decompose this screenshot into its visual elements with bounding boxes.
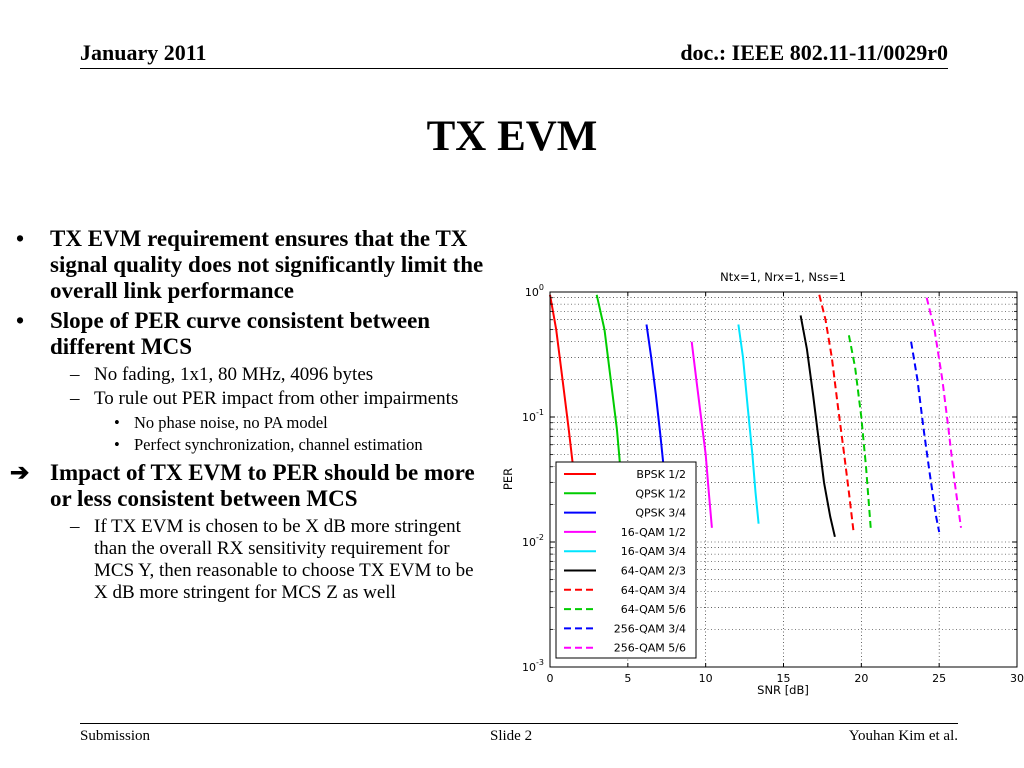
sub-bullet-conditions: – No fading, 1x1, 80 MHz, 4096 bytes — [8, 364, 490, 386]
x-tick-label: 20 — [854, 672, 868, 685]
x-tick-label: 5 — [624, 672, 631, 685]
right-arrow-icon: ➔ — [10, 460, 30, 485]
x-axis-label: SNR [dB] — [757, 683, 809, 697]
legend-label: QPSK 1/2 — [635, 487, 686, 500]
header-date: January 2011 — [80, 40, 207, 65]
legend-label: 16-QAM 3/4 — [621, 545, 686, 558]
sub-sub-bullet-perfect-sync: • Perfect synchronization, channel estim… — [8, 434, 490, 456]
series-line — [818, 294, 855, 533]
sub-sub-bullet-text: Perfect synchronization, channel estimat… — [134, 435, 423, 454]
sub-bullet-rule-out: – To rule out PER impact from other impa… — [8, 388, 490, 410]
series-line — [799, 315, 836, 538]
chart-title: Ntx=1, Nrx=1, Nss=1 — [720, 270, 846, 284]
legend-box — [555, 461, 697, 659]
sub-bullet-text: To rule out PER impact from other impair… — [94, 388, 459, 409]
series-line — [690, 341, 713, 528]
slide-title: TX EVM — [426, 113, 598, 160]
dash-marker: – — [70, 388, 80, 409]
x-tick-label: 15 — [777, 672, 791, 685]
bullet-marker: • — [16, 226, 25, 251]
footer-rule — [80, 723, 958, 724]
header-doc-id: doc.: IEEE 802.11-11/0029r0 — [680, 40, 948, 65]
legend-label: 256-QAM 3/4 — [614, 622, 686, 635]
bullet-marker: • — [114, 435, 120, 454]
bullet-marker: • — [114, 413, 120, 432]
bullet-per-slope: • Slope of PER curve consistent between … — [8, 308, 490, 360]
footer-author: Youhan Kim et al. — [848, 728, 958, 744]
x-tick-label: 30 — [1010, 672, 1024, 685]
bullet-text: TX EVM requirement ensures that the TX s… — [50, 226, 484, 303]
bullet-marker: • — [16, 308, 25, 333]
sub-bullet-text: If TX EVM is chosen to be X dB more stri… — [94, 516, 474, 603]
legend: BPSK 1/2 QPSK 1/2 QPSK 3/4 16-QAM 1/2 16-QAM… — [555, 461, 697, 659]
slide-body: • TX EVM requirement ensures that the TX… — [8, 226, 490, 606]
series-line — [847, 335, 872, 528]
x-tick-label: 25 — [932, 672, 946, 685]
series-line — [910, 341, 941, 533]
legend-label: 64-QAM 3/4 — [621, 584, 686, 597]
sub-bullet-text: No fading, 1x1, 80 MHz, 4096 bytes — [94, 364, 374, 385]
series-line — [737, 324, 760, 524]
dash-marker: – — [70, 364, 80, 385]
header-rule — [80, 68, 948, 69]
y-axis-label: PER — [501, 468, 515, 490]
series-line — [925, 297, 962, 528]
footer-slide-number: Slide 2 — [490, 728, 533, 744]
legend-label: 64-QAM 2/3 — [621, 565, 686, 578]
legend-label: 256-QAM 5/6 — [614, 642, 686, 655]
x-tick-label: 10 — [699, 672, 713, 685]
dash-marker: – — [70, 516, 80, 537]
sub-sub-bullet-text: No phase noise, no PA model — [134, 413, 328, 432]
legend-label: 16-QAM 1/2 — [621, 526, 686, 539]
legend-label: 64-QAM 5/6 — [621, 603, 686, 616]
bullet-impact-tx-evm: ➔ Impact of TX EVM to PER should be more… — [8, 460, 490, 512]
legend-label: QPSK 3/4 — [635, 507, 686, 520]
sub-bullet-tx-evm-choice: – If TX EVM is chosen to be X dB more st… — [8, 516, 490, 604]
bullet-text: Slope of PER curve consistent between di… — [50, 308, 431, 359]
legend-label: BPSK 1/2 — [636, 468, 686, 481]
sub-sub-bullet-no-phase-noise: • No phase noise, no PA model — [8, 412, 490, 434]
x-tick-label: 0 — [547, 672, 554, 685]
bullet-text: Impact of TX EVM to PER should be more o… — [50, 460, 475, 511]
bullet-tx-evm-requirement: • TX EVM requirement ensures that the TX… — [8, 226, 490, 304]
footer-submission: Submission — [80, 728, 151, 744]
